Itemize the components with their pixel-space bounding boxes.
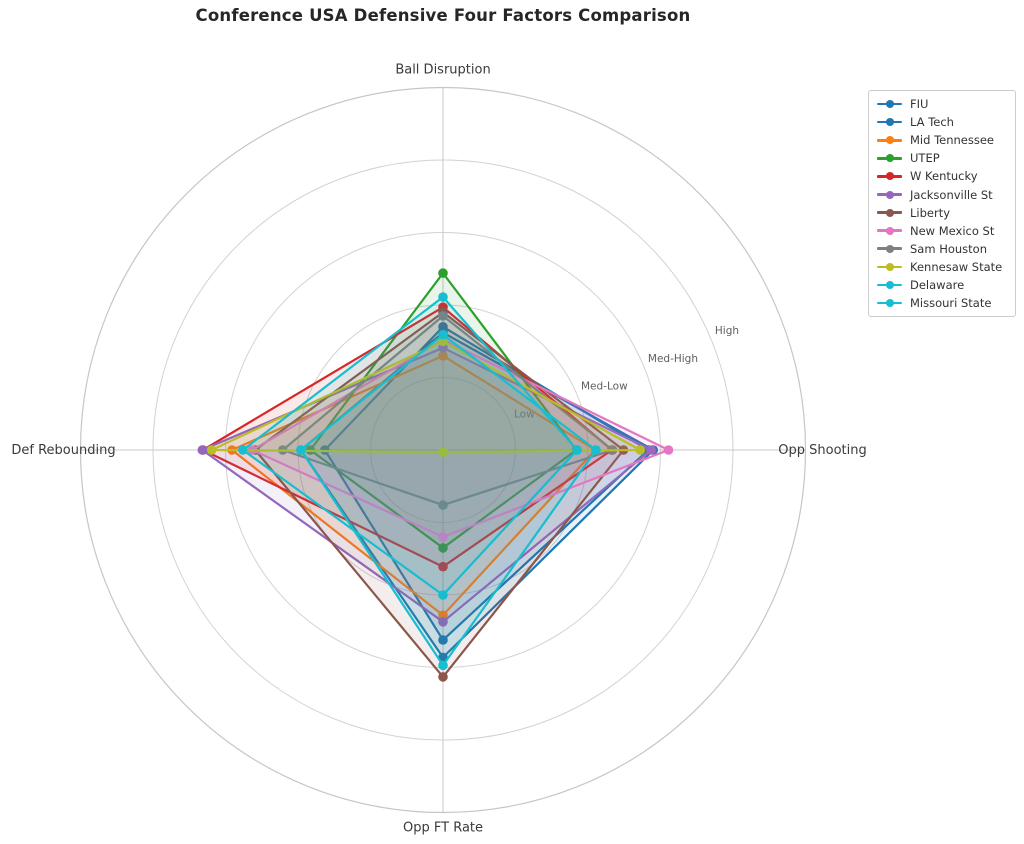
legend-line-marker-icon (877, 172, 902, 181)
data-point-marker (438, 292, 448, 302)
legend-item-delaware: Delaware (877, 276, 1007, 294)
legend-line-marker-icon (877, 299, 902, 308)
legend-label: Delaware (910, 277, 965, 292)
legend-line-marker-icon (877, 262, 902, 271)
radial-tick-label: High (715, 325, 739, 337)
data-point-marker (591, 445, 601, 455)
legend-item-la-tech: LA Tech (877, 113, 1007, 131)
axis-label-opp-ft-rate: Opp FT Rate (403, 821, 483, 836)
legend-label: Kennesaw State (910, 259, 1003, 274)
data-point-marker (635, 445, 645, 455)
legend-label: Sam Houston (910, 241, 988, 256)
legend-item-utep: UTEP (877, 149, 1007, 167)
legend-line-marker-icon (877, 190, 902, 199)
data-point-marker (438, 672, 448, 682)
radial-tick-label: Med-Low (581, 381, 628, 393)
legend-item-kennesaw-state: Kennesaw State (877, 258, 1007, 276)
legend-line-marker-icon (877, 280, 902, 289)
data-point-marker (238, 445, 248, 455)
data-point-marker (438, 329, 448, 340)
data-point-marker (438, 500, 448, 510)
data-point-marker (438, 268, 448, 278)
legend-line-marker-icon (877, 118, 902, 127)
legend-item-missouri-state: Missouri State (877, 294, 1007, 312)
legend: FIU LA Tech Mid Tennessee UTEP W Kentucky Jac… (868, 90, 1016, 318)
radial-tick-label: Low (514, 408, 535, 420)
legend-line-marker-icon (877, 226, 902, 235)
axis-label-opp-shooting: Opp Shooting (778, 443, 866, 458)
legend-label: New Mexico St (910, 223, 995, 238)
data-point-marker (438, 635, 448, 645)
legend-label: Jacksonville St (910, 187, 993, 202)
data-point-marker (438, 532, 448, 542)
legend-line-marker-icon (877, 100, 902, 109)
series-missouri-state (296, 329, 601, 671)
data-point-marker (438, 351, 448, 361)
data-point-marker (438, 590, 448, 600)
data-point-marker (438, 617, 448, 627)
legend-item-mid-tennessee: Mid Tennessee (877, 131, 1007, 149)
series-sam-houston (278, 311, 618, 510)
legend-item-w-kentucky: W Kentucky (877, 167, 1007, 185)
data-point-marker (646, 445, 656, 455)
legend-label: FIU (910, 97, 929, 112)
legend-line-marker-icon (877, 154, 902, 163)
legend-label: UTEP (910, 151, 940, 166)
data-point-marker (438, 311, 448, 321)
legend-item-sam-houston: Sam Houston (877, 240, 1007, 258)
axis-label-def-rebounding: Def Rebounding (11, 443, 115, 458)
legend-line-marker-icon (877, 136, 902, 145)
legend-label: Missouri State (910, 296, 992, 311)
data-point-marker (438, 336, 448, 347)
data-point-marker (206, 445, 217, 455)
legend-line-marker-icon (877, 208, 902, 217)
legend-item-liberty: Liberty (877, 204, 1007, 222)
chart-title: Conference USA Defensive Four Factors Co… (195, 6, 691, 25)
data-point-marker (438, 447, 448, 458)
legend-item-fiu: FIU (877, 95, 1007, 113)
legend-label: Liberty (910, 205, 951, 220)
data-point-marker (296, 445, 306, 455)
legend-line-marker-icon (877, 244, 902, 253)
data-point-marker (438, 543, 448, 553)
legend-label: W Kentucky (910, 169, 978, 184)
data-point-marker (438, 660, 448, 671)
axis-label-ball-disruption: Ball Disruption (395, 63, 490, 78)
legend-item-jacksonville-st: Jacksonville St (877, 185, 1007, 203)
legend-label: LA Tech (910, 115, 954, 130)
legend-label: Mid Tennessee (910, 133, 995, 148)
data-point-marker (438, 561, 448, 572)
legend-item-new-mexico-st: New Mexico St (877, 222, 1007, 240)
data-point-marker (663, 445, 674, 455)
data-point-marker (197, 445, 208, 455)
radial-tick-label: Med-High (648, 353, 698, 365)
data-point-marker (572, 445, 582, 455)
